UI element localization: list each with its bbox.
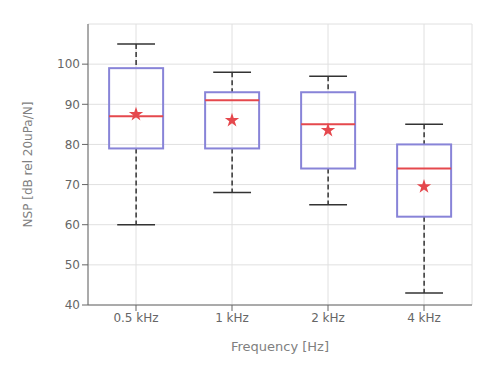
svg-text:NSP [dB rel 20uPa/N]: NSP [dB rel 20uPa/N] <box>21 102 35 228</box>
svg-text:Frequency [Hz]: Frequency [Hz] <box>231 339 329 354</box>
svg-text:60: 60 <box>65 218 80 232</box>
svg-text:0.5 kHz: 0.5 kHz <box>113 311 158 325</box>
svg-text:50: 50 <box>65 258 80 272</box>
svg-text:1 kHz: 1 kHz <box>215 311 249 325</box>
svg-text:2 kHz: 2 kHz <box>311 311 345 325</box>
svg-text:4 kHz: 4 kHz <box>407 311 441 325</box>
svg-text:40: 40 <box>65 298 80 312</box>
svg-text:100: 100 <box>57 57 80 71</box>
svg-text:80: 80 <box>65 138 80 152</box>
svg-text:90: 90 <box>65 98 80 112</box>
svg-text:70: 70 <box>65 178 80 192</box>
